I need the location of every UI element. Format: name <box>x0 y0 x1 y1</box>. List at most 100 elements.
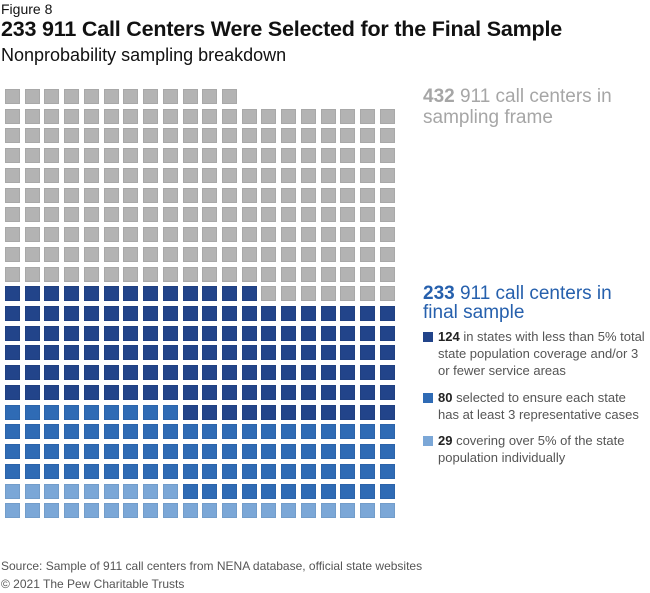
square-grey <box>5 108 20 124</box>
square-grey <box>320 227 336 243</box>
square-medium-blue <box>241 444 257 460</box>
square-medium-blue <box>143 444 159 460</box>
square-medium-blue <box>143 463 159 479</box>
square-medium-blue <box>320 444 336 460</box>
square-dark-blue <box>261 384 277 400</box>
square-grey <box>103 128 119 144</box>
square-grey <box>103 246 119 262</box>
square-grey <box>103 207 119 223</box>
square-grey <box>24 187 40 203</box>
square-light-blue <box>64 483 80 499</box>
square-dark-blue <box>182 365 198 381</box>
square-grey <box>222 167 238 183</box>
copyright-note: © 2021 The Pew Charitable Trusts <box>1 577 185 591</box>
square-grey <box>222 227 238 243</box>
square-grey <box>182 227 198 243</box>
square-dark-blue <box>123 325 139 341</box>
square-medium-blue <box>202 424 218 440</box>
square-light-blue <box>340 503 356 519</box>
square-dark-blue <box>360 345 376 361</box>
square-grey <box>5 148 20 164</box>
square-grey <box>83 167 99 183</box>
square-dark-blue <box>222 384 238 400</box>
square-dark-blue <box>143 286 159 302</box>
square-medium-blue <box>5 463 20 479</box>
square-grey <box>162 148 178 164</box>
square-grey <box>5 246 20 262</box>
square-medium-blue <box>261 463 277 479</box>
square-grey <box>340 148 356 164</box>
square-grey <box>202 148 218 164</box>
square-grey <box>379 148 395 164</box>
legend-count: 124 <box>438 329 460 344</box>
square-dark-blue <box>162 365 178 381</box>
square-grey <box>281 148 297 164</box>
square-dark-blue <box>379 404 395 420</box>
square-dark-blue <box>360 325 376 341</box>
square-medium-blue <box>83 404 99 420</box>
square-grey <box>320 167 336 183</box>
square-grey <box>241 207 257 223</box>
square-grey <box>300 266 316 282</box>
square-dark-blue <box>241 325 257 341</box>
square-grey <box>340 227 356 243</box>
square-grey <box>24 167 40 183</box>
square-dark-blue <box>162 306 178 322</box>
square-grey <box>143 207 159 223</box>
square-grey <box>300 128 316 144</box>
square-medium-blue <box>24 424 40 440</box>
square-dark-blue <box>281 345 297 361</box>
square-grey <box>320 207 336 223</box>
square-grey <box>281 207 297 223</box>
square-light-blue <box>143 483 159 499</box>
square-light-blue <box>103 503 119 519</box>
square-dark-blue <box>83 345 99 361</box>
square-dark-blue <box>241 286 257 302</box>
square-grey <box>83 266 99 282</box>
square-medium-blue <box>320 424 336 440</box>
square-medium-blue <box>222 463 238 479</box>
square-dark-blue <box>143 345 159 361</box>
square-dark-blue <box>241 365 257 381</box>
square-dark-blue <box>222 404 238 420</box>
square-dark-blue <box>340 345 356 361</box>
square-grey <box>64 207 80 223</box>
square-medium-blue <box>281 463 297 479</box>
square-grey <box>300 108 316 124</box>
square-grey <box>24 128 40 144</box>
square-dark-blue <box>300 384 316 400</box>
square-dark-blue <box>143 325 159 341</box>
square-light-blue <box>5 503 20 519</box>
square-grey <box>281 246 297 262</box>
square-medium-blue <box>182 463 198 479</box>
square-dark-blue <box>123 345 139 361</box>
square-grey <box>222 187 238 203</box>
square-grey <box>360 128 376 144</box>
square-grey <box>162 207 178 223</box>
chart-title: 233 911 Call Centers Were Selected for t… <box>1 17 562 41</box>
square-light-blue <box>44 483 60 499</box>
square-grey <box>241 187 257 203</box>
square-grey <box>83 227 99 243</box>
legend-item-29: 29 covering over 5% of the state populat… <box>423 432 648 466</box>
square-dark-blue <box>162 384 178 400</box>
square-grey <box>222 148 238 164</box>
square-grey <box>162 128 178 144</box>
square-grey <box>300 246 316 262</box>
square-dark-blue <box>123 384 139 400</box>
square-grey <box>24 207 40 223</box>
square-dark-blue <box>5 306 20 322</box>
square-grey <box>83 187 99 203</box>
square-medium-blue <box>281 424 297 440</box>
square-grey <box>64 128 80 144</box>
square-grey <box>143 167 159 183</box>
square-medium-blue <box>162 444 178 460</box>
square-dark-blue <box>103 306 119 322</box>
square-dark-blue <box>123 286 139 302</box>
square-dark-blue <box>261 306 277 322</box>
square-grey <box>123 148 139 164</box>
square-dark-blue <box>83 306 99 322</box>
square-dark-blue <box>182 404 198 420</box>
square-grey <box>261 187 277 203</box>
square-grey <box>320 266 336 282</box>
